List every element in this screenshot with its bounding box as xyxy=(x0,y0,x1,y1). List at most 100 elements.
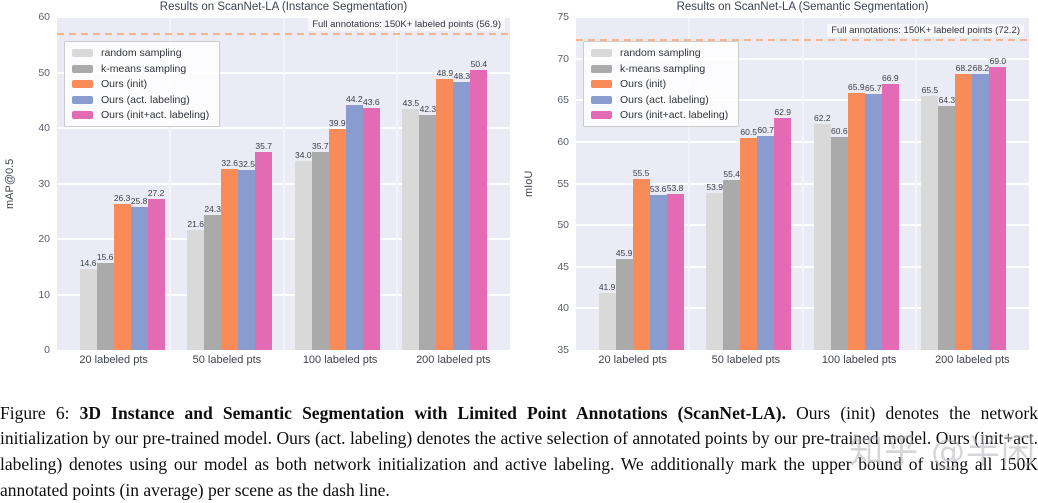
y-tick-label: 30 xyxy=(12,178,50,190)
bar-value-label: 45.9 xyxy=(616,248,633,258)
bar: 53.8 xyxy=(667,194,684,351)
bar-value-label: 62.2 xyxy=(814,113,831,123)
bar-value-label: 65.9 xyxy=(848,82,865,92)
legend: random sampling k-means sampling Ours (ini… xyxy=(64,41,220,127)
bar-value-label: 21.6 xyxy=(187,219,204,229)
bar: 48.3 xyxy=(453,82,470,350)
legend-item: k-means sampling xyxy=(591,63,728,75)
bar-value-label: 65.7 xyxy=(865,83,882,93)
y-tick-label: 45 xyxy=(531,261,569,273)
legend-label: random sampling xyxy=(101,47,182,59)
y-tick-label: 50 xyxy=(531,219,569,231)
bar-value-label: 39.9 xyxy=(329,118,346,128)
bar: 55.4 xyxy=(723,180,740,350)
legend-swatch xyxy=(72,111,93,119)
bar: 65.5 xyxy=(921,96,938,350)
legend-item: Ours (act. labeling) xyxy=(72,94,209,106)
bar: 15.6 xyxy=(97,263,114,350)
bar: 41.9 xyxy=(599,293,616,350)
bar-value-label: 68.2 xyxy=(956,63,973,73)
bar-value-label: 60.5 xyxy=(740,127,757,137)
y-tick-label: 20 xyxy=(12,233,50,245)
bar: 68.2 xyxy=(955,74,972,350)
bar: 55.5 xyxy=(633,179,650,350)
y-tick-label: 40 xyxy=(531,302,569,314)
y-tick-label: 10 xyxy=(12,289,50,301)
bar-value-label: 35.7 xyxy=(255,141,272,151)
bar: 25.8 xyxy=(131,207,148,350)
caption-bold-title: 3D Instance and Semantic Segmentation wi… xyxy=(80,403,786,423)
y-tick-label: 70 xyxy=(531,53,569,65)
caption-prefix: Figure 6: xyxy=(0,403,80,423)
legend-swatch xyxy=(591,96,612,104)
bar: 39.9 xyxy=(329,129,346,350)
bar-value-label: 48.9 xyxy=(437,68,454,78)
bar-value-label: 62.9 xyxy=(774,107,791,117)
x-tick-label: 100 labeled pts xyxy=(803,354,916,366)
legend-label: k-means sampling xyxy=(101,63,186,75)
bar-value-label: 60.7 xyxy=(757,125,774,135)
bar: 60.5 xyxy=(740,138,757,350)
y-tick-label: 0 xyxy=(12,344,50,356)
bar-value-label: 60.6 xyxy=(831,126,848,136)
bar: 24.3 xyxy=(204,215,221,350)
bar-value-label: 43.6 xyxy=(363,97,380,107)
bar-value-label: 55.5 xyxy=(633,168,650,178)
bar-value-label: 42.3 xyxy=(420,104,437,114)
plot-area: Full annotations: 150K+ labeled points (… xyxy=(57,17,510,350)
bar: 32.5 xyxy=(238,170,255,350)
bar-value-label: 25.8 xyxy=(131,196,148,206)
legend-label: Ours (init) xyxy=(620,78,666,90)
legend-item: Ours (init) xyxy=(72,78,209,90)
y-tick-label: 40 xyxy=(12,122,50,134)
bar: 42.3 xyxy=(419,115,436,350)
bar-value-label: 15.6 xyxy=(97,252,114,262)
bar: 48.9 xyxy=(436,79,453,350)
bar-value-label: 66.9 xyxy=(882,73,899,83)
x-tick-label: 20 labeled pts xyxy=(576,354,689,366)
bar: 32.6 xyxy=(221,169,238,350)
legend-label: k-means sampling xyxy=(620,63,705,75)
bar: 60.7 xyxy=(757,136,774,350)
semantic-segmentation-chart: Results on ScanNet-LA (Semantic Segmenta… xyxy=(519,0,1038,378)
bar: 21.6 xyxy=(187,230,204,350)
bar-value-label: 68.2 xyxy=(973,63,990,73)
legend-label: Ours (init+act. labeling) xyxy=(101,109,209,121)
bar: 53.6 xyxy=(650,195,667,350)
bar-value-label: 55.4 xyxy=(723,169,740,179)
bar: 69.0 xyxy=(989,67,1006,350)
bar: 35.7 xyxy=(312,152,329,350)
bar-value-label: 69.0 xyxy=(990,56,1007,66)
bar: 43.6 xyxy=(363,108,380,350)
legend-label: Ours (act. labeling) xyxy=(620,94,709,106)
legend-item: Ours (init+act. labeling) xyxy=(72,109,209,121)
bar-value-label: 43.5 xyxy=(403,98,420,108)
bar: 26.3 xyxy=(114,204,131,350)
bar: 62.9 xyxy=(774,118,791,350)
legend-item: Ours (act. labeling) xyxy=(591,94,728,106)
figure-6: Results on ScanNet-LA (Instance Segmenta… xyxy=(0,0,1038,380)
bar: 62.2 xyxy=(814,124,831,350)
bar: 65.9 xyxy=(848,93,865,350)
bar-value-label: 24.3 xyxy=(204,204,221,214)
y-tick-label: 35 xyxy=(531,344,569,356)
legend-item: k-means sampling xyxy=(72,63,209,75)
legend-swatch xyxy=(591,80,612,88)
legend-label: Ours (act. labeling) xyxy=(101,94,190,106)
legend-label: Ours (init+act. labeling) xyxy=(620,109,728,121)
bar: 64.3 xyxy=(938,106,955,350)
y-tick-label: 60 xyxy=(12,11,50,23)
bar-value-label: 50.4 xyxy=(471,59,488,69)
bar-value-label: 64.3 xyxy=(939,95,956,105)
legend-item: random sampling xyxy=(591,47,728,59)
figure-caption: Figure 6: 3D Instance and Semantic Segme… xyxy=(0,401,1038,503)
plot-area: Full annotations: 150K+ labeled points (… xyxy=(576,17,1029,350)
x-tick-label: 20 labeled pts xyxy=(57,354,170,366)
legend-item: Ours (init+act. labeling) xyxy=(591,109,728,121)
